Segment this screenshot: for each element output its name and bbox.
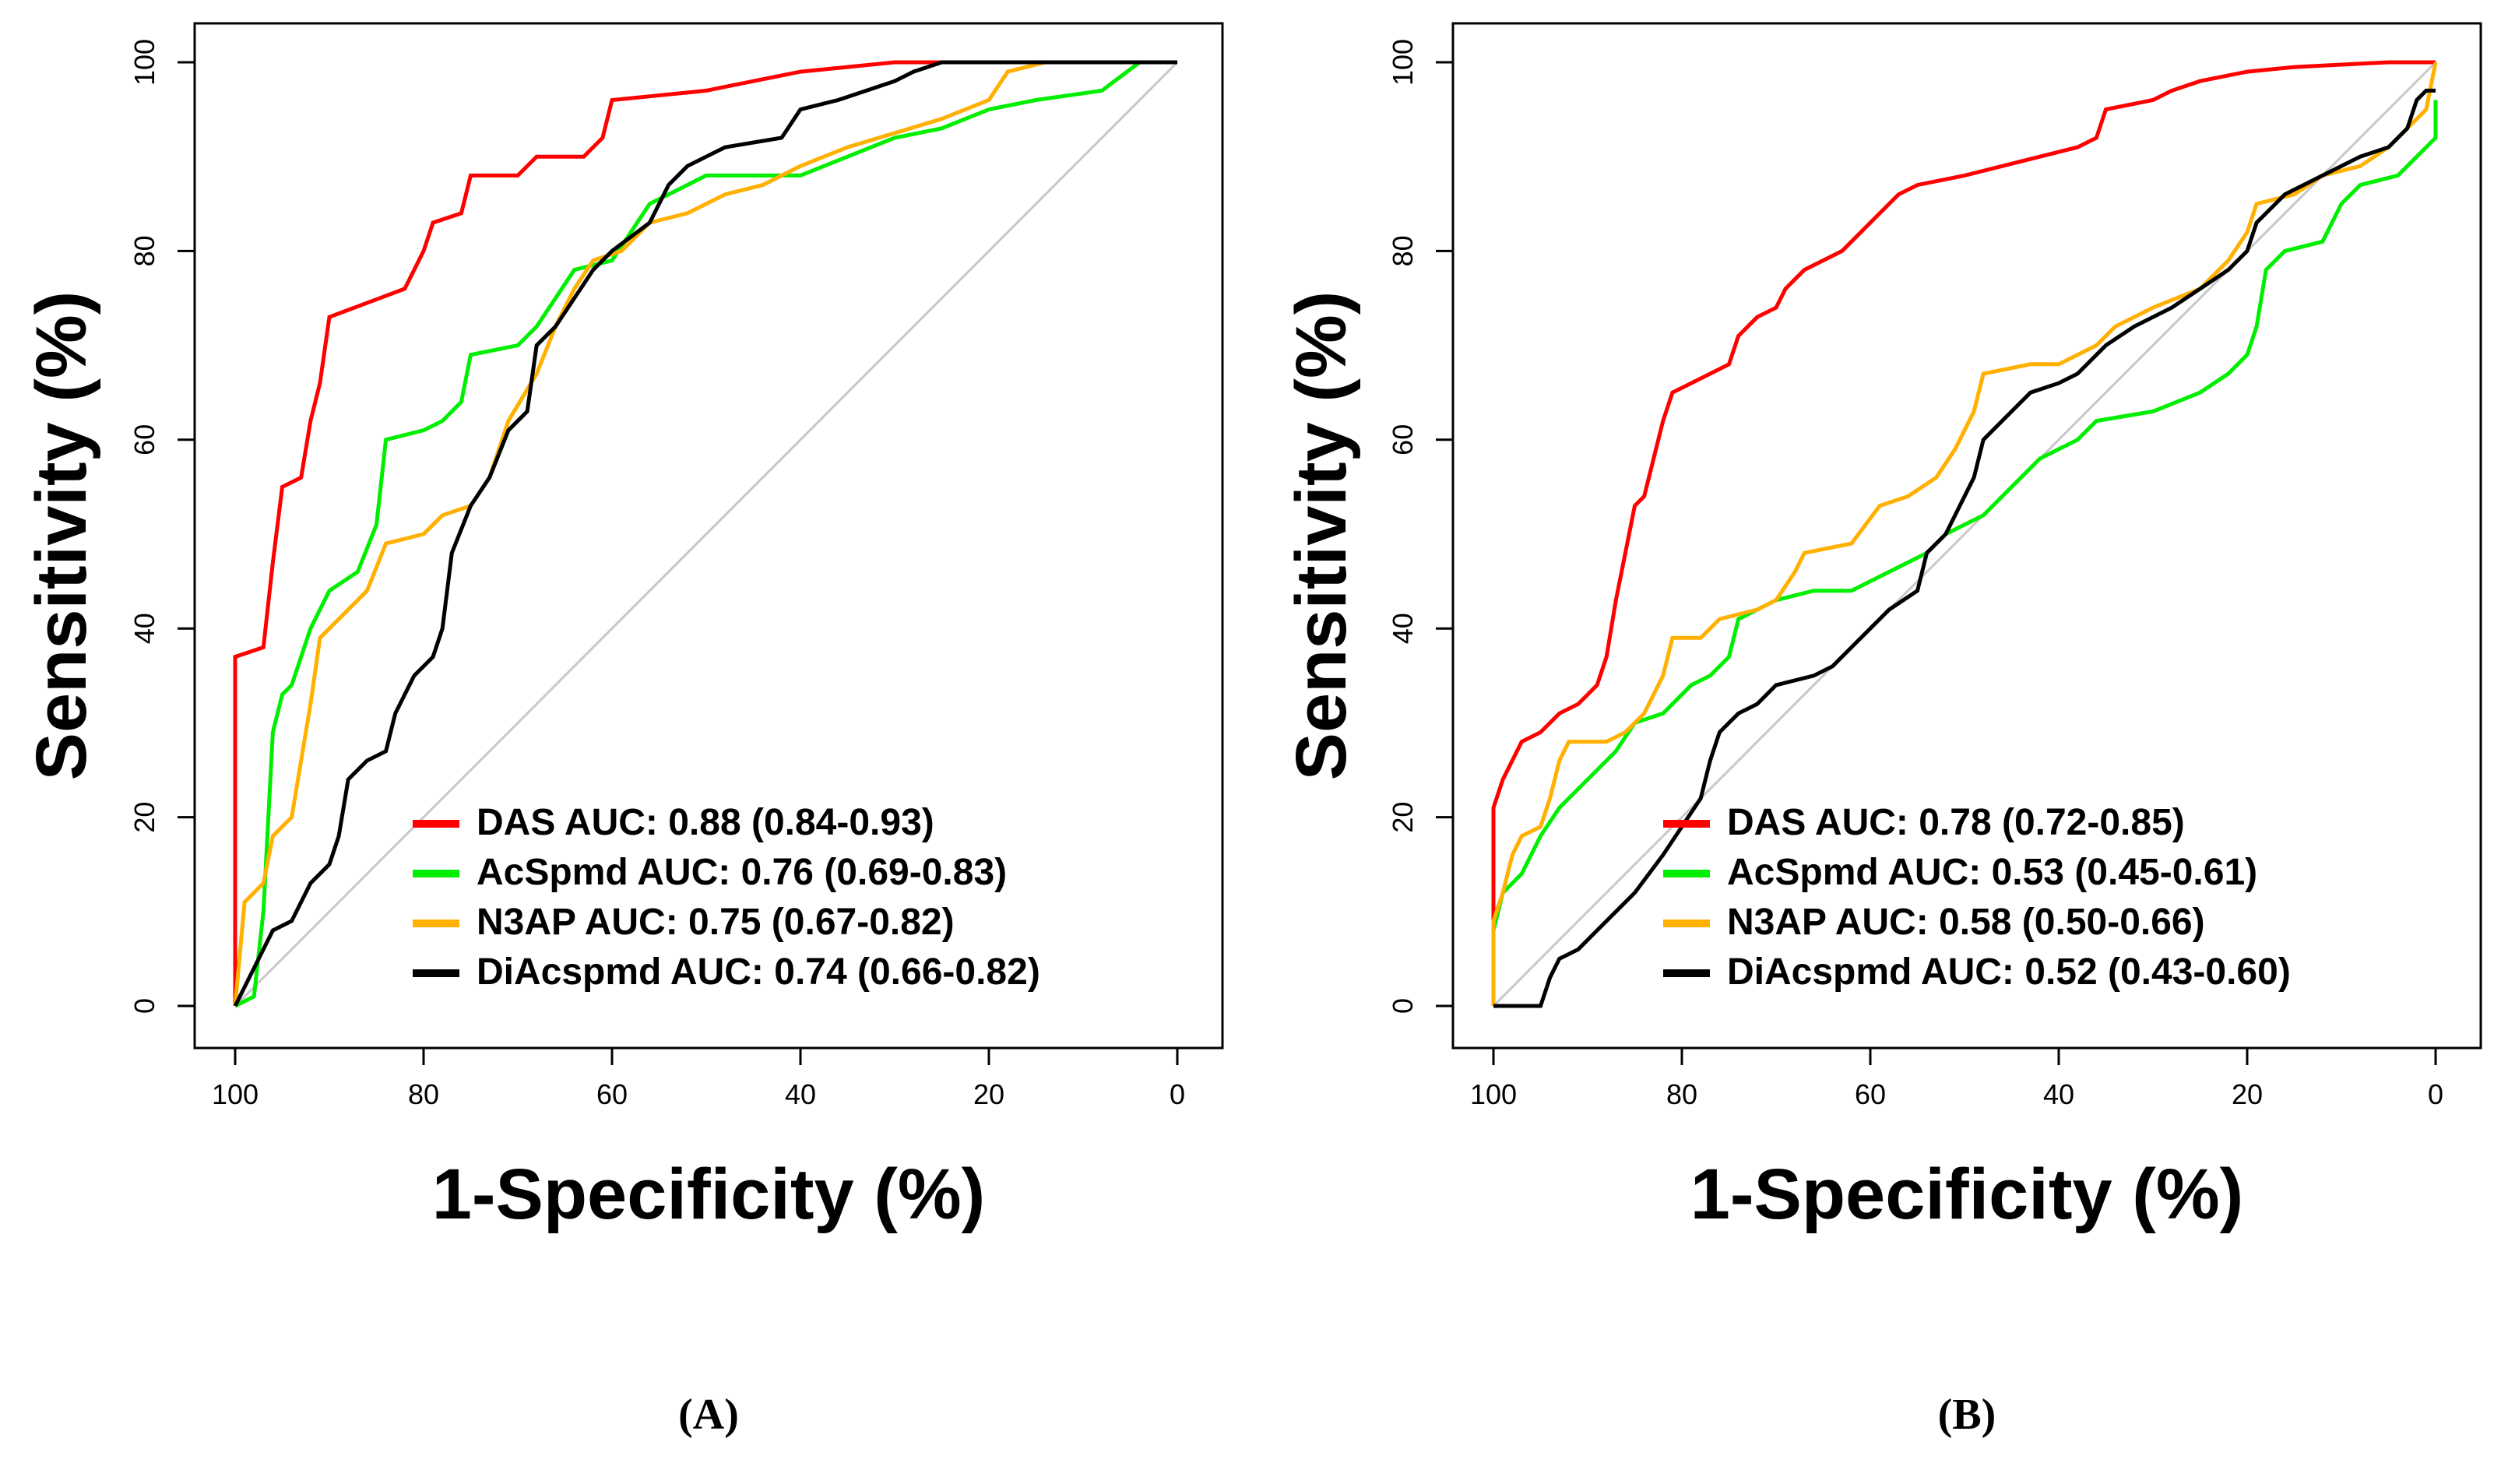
roc-curve-n3ap — [233, 60, 1177, 1007]
x-tick-label: 80 — [408, 1078, 439, 1110]
x-tick-label: 0 — [2428, 1078, 2443, 1110]
y-tick-label: 60 — [1387, 424, 1419, 455]
y-tick-label: 100 — [1387, 39, 1419, 86]
y-tick-label: 80 — [128, 235, 160, 266]
x-tick-label: 40 — [2043, 1078, 2074, 1110]
y-tick-label: 0 — [128, 998, 160, 1014]
x-axis-title: 1-Specificity (%) — [432, 1155, 986, 1234]
x-tick-label: 20 — [973, 1078, 1004, 1110]
y-axis-title: Sensitivity (%) — [22, 291, 101, 781]
plot-frame — [1451, 22, 2482, 1050]
legend-entry-diacspmd: DiAcspmd AUC: 0.74 (0.66-0.82) — [477, 951, 1040, 993]
x-tick-label: 60 — [1855, 1078, 1886, 1110]
roc-curve-das — [1491, 60, 2436, 921]
legend-entry-das: DAS AUC: 0.78 (0.72-0.85) — [1727, 802, 2185, 843]
roc-curve-diacspmd — [233, 60, 1177, 1008]
y-tick-label: 20 — [128, 802, 160, 833]
y-tick-label: 100 — [128, 39, 160, 86]
legend-entry-das: DAS AUC: 0.88 (0.84-0.93) — [477, 802, 934, 843]
y-tick-label: 0 — [1387, 998, 1419, 1014]
legend-entry-n3ap: N3AP AUC: 0.75 (0.67-0.82) — [477, 902, 955, 943]
y-tick-label: 60 — [128, 424, 160, 455]
y-axis-title: Sensitivity (%) — [1282, 291, 1361, 781]
reference-diagonal — [1492, 61, 2437, 1008]
y-tick-label: 80 — [1387, 235, 1419, 266]
x-tick-label: 60 — [596, 1078, 628, 1110]
panel-label: (B) — [1938, 1391, 1996, 1439]
roc-curve-acspmd — [234, 60, 1177, 1008]
legend-entry-acspmd: AcSpmd AUC: 0.53 (0.45-0.61) — [1727, 852, 2257, 893]
roc-curve-das — [233, 60, 1177, 1006]
panel-label: (A) — [678, 1391, 739, 1439]
panel-b: 100 80 60 40 20 0 0 20 40 60 80 100 DAS AUC: 0.78 (0… — [1282, 22, 2482, 1439]
x-tick-label: 100 — [1470, 1078, 1517, 1110]
x-tick-label: 80 — [1666, 1078, 1697, 1110]
panel-a: 100 80 60 40 20 0 0 20 40 60 80 100 DAS AUC: 0.88 (0… — [22, 22, 1224, 1439]
roc-curve-n3ap — [1491, 62, 2438, 1006]
x-tick-label: 40 — [785, 1078, 816, 1110]
y-tick-label: 40 — [1387, 613, 1419, 644]
x-axis-title: 1-Specificity (%) — [1690, 1155, 2244, 1234]
plot-frame — [193, 22, 1224, 1050]
roc-curve-acspmd — [1491, 100, 2438, 931]
legend-entry-acspmd: AcSpmd AUC: 0.76 (0.69-0.83) — [477, 852, 1007, 893]
legend-entry-diacspmd: DiAcspmd AUC: 0.52 (0.43-0.60) — [1727, 951, 2291, 993]
y-tick-label: 40 — [128, 613, 160, 644]
x-tick-label: 20 — [2232, 1078, 2263, 1110]
x-tick-label: 100 — [212, 1078, 259, 1110]
roc-curve-diacspmd — [1493, 88, 2436, 1008]
reference-diagonal — [234, 61, 1179, 1008]
legend-entry-n3ap: N3AP AUC: 0.58 (0.50-0.66) — [1727, 902, 2205, 943]
y-tick-label: 20 — [1387, 802, 1419, 833]
x-tick-label: 0 — [1170, 1078, 1185, 1110]
